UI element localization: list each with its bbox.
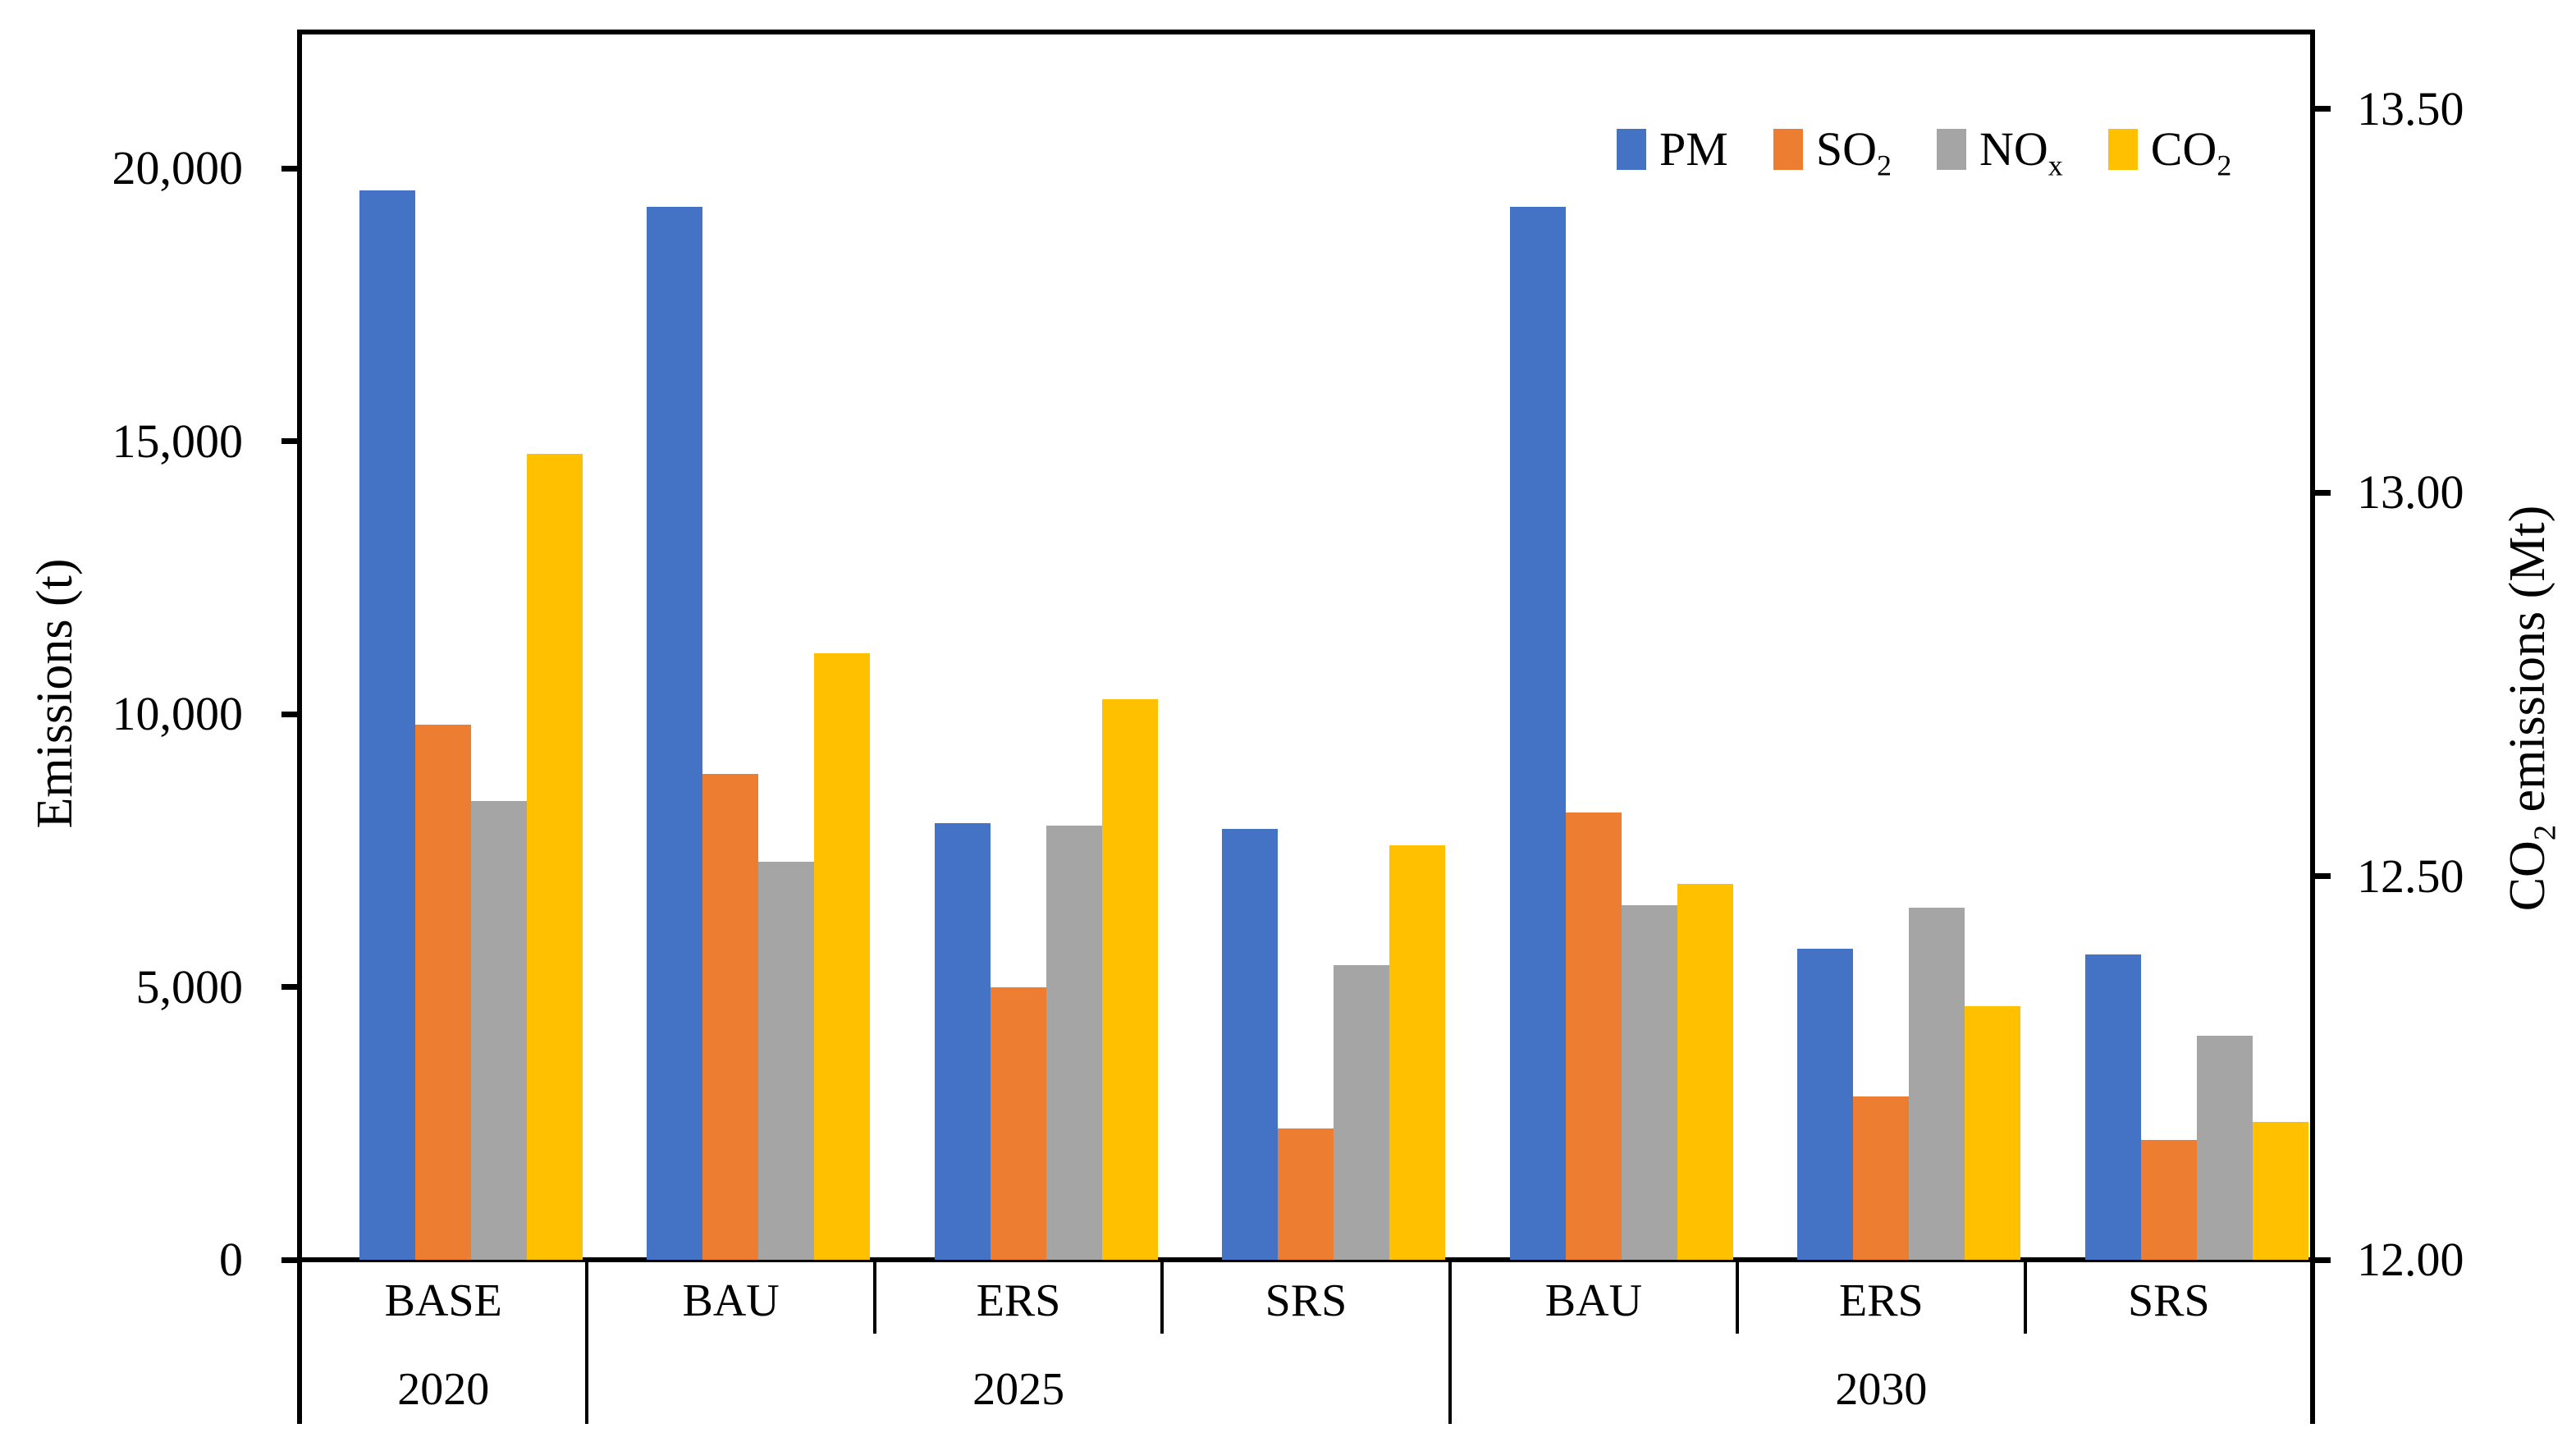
bar-CO2-ERS-2 [1101, 699, 1158, 1260]
left-axis-tick-label: 20,000 [112, 141, 244, 195]
left-axis-tick-label: 10,000 [112, 687, 244, 741]
right-axis-tick-mark [2313, 106, 2331, 112]
left-axis-tick-mark [281, 438, 300, 445]
scenario-label-bau-4: BAU [1544, 1275, 1643, 1326]
legend: PM SO2 NOx CO2 [1617, 122, 2232, 182]
right-axis-tick-label: 13.50 [2357, 81, 2464, 135]
bar-PM-BAU-4 [1509, 206, 1566, 1260]
legend-item-CO2: CO2 [2107, 122, 2232, 182]
legend-swatch-PM [1617, 129, 1646, 170]
plot-border-top [300, 30, 2313, 34]
bar-NOx-ERS-2 [1045, 826, 1102, 1260]
bar-SO2-SRS-3 [1278, 1128, 1334, 1260]
year-group-divider [585, 1260, 589, 1424]
right-axis-tick-label: 12.50 [2357, 849, 2464, 903]
bar-PM-ERS-5 [1797, 949, 1854, 1260]
bar-SO2-BAU-4 [1565, 812, 1622, 1260]
year-label-2030: 2030 [1835, 1364, 1928, 1415]
bar-CO2-BAU-1 [814, 653, 871, 1260]
bar-PM-SRS-6 [2084, 954, 2141, 1260]
legend-label-PM: PM [1659, 122, 1728, 176]
right-axis-title: CO2 emissions (Mt) [2500, 505, 2563, 912]
legend-label-subscript: x [2048, 149, 2063, 182]
bar-PM-ERS-2 [934, 823, 991, 1260]
x-axis-line [300, 1257, 2313, 1262]
right-axis-title-subscript: 2 [2528, 824, 2563, 841]
legend-label-CO2: CO2 [2150, 122, 2232, 182]
right-axis-tick-mark [2313, 873, 2331, 879]
year-group-divider [1448, 1260, 1452, 1424]
bar-NOx-BAU-4 [1621, 904, 1677, 1260]
left-axis-tick-label: 5,000 [135, 959, 244, 1014]
legend-label-NOx: NOx [1979, 122, 2063, 182]
bar-NOx-SRS-6 [2196, 1036, 2253, 1260]
right-axis-tick-mark [2313, 1256, 2331, 1263]
bar-CO2-SRS-3 [1389, 845, 1446, 1260]
legend-swatch-SO2 [1773, 129, 1803, 170]
bar-SO2-ERS-2 [990, 986, 1046, 1260]
bar-CO2-SRS-6 [2252, 1121, 2308, 1260]
scenario-divider [872, 1260, 876, 1334]
legend-item-SO2: SO2 [1773, 122, 1892, 182]
scenario-label-ers-2: ERS [976, 1275, 1061, 1326]
legend-item-NOx: NOx [1936, 122, 2063, 182]
bar-CO2-BASE-0 [527, 454, 583, 1260]
bar-NOx-ERS-5 [1909, 908, 1965, 1260]
left-axis-tick-label: 15,000 [112, 414, 244, 468]
right-axis-line [2310, 30, 2315, 1424]
scenario-label-base-0: BASE [384, 1275, 502, 1326]
bar-PM-BAU-1 [647, 206, 703, 1260]
bar-NOx-SRS-3 [1334, 964, 1390, 1260]
year-label-2020: 2020 [397, 1364, 490, 1415]
left-axis-tick-label: 0 [219, 1233, 243, 1286]
legend-label-subscript: 2 [2217, 149, 2232, 182]
scenario-divider [1160, 1260, 1164, 1334]
bar-PM-BASE-0 [359, 190, 415, 1260]
bar-SO2-BAU-1 [702, 774, 759, 1260]
legend-item-PM: PM [1617, 123, 1728, 176]
scenario-divider [2023, 1260, 2027, 1334]
scenario-label-srs-6: SRS [2127, 1275, 2210, 1326]
year-label-2025: 2025 [972, 1364, 1065, 1415]
scenario-label-ers-5: ERS [1839, 1275, 1924, 1326]
right-axis-tick-label: 12.00 [2357, 1233, 2464, 1286]
legend-swatch-NOx [1936, 129, 1966, 170]
bar-NOx-BAU-1 [758, 861, 815, 1260]
legend-label-subscript: 2 [1876, 149, 1892, 182]
bar-NOx-BASE-0 [471, 801, 527, 1260]
bar-CO2-ERS-5 [1965, 1006, 2021, 1260]
scenario-label-bau-1: BAU [682, 1275, 780, 1326]
legend-swatch-CO2 [2107, 129, 2138, 170]
right-axis-tick-mark [2313, 489, 2331, 496]
scenario-label-srs-3: SRS [1265, 1275, 1347, 1326]
scenario-divider [1736, 1260, 1740, 1334]
left-axis-tick-mark [281, 711, 300, 717]
left-axis-tick-mark [281, 1256, 300, 1263]
legend-label-SO2: SO2 [1815, 122, 1892, 182]
bar-SO2-BASE-0 [415, 725, 471, 1260]
right-axis-tick-label: 13.00 [2357, 465, 2464, 519]
left-axis-line [297, 30, 302, 1424]
bar-CO2-BAU-4 [1677, 883, 1733, 1260]
bar-PM-SRS-3 [1222, 828, 1279, 1260]
left-axis-title: Emissions (t) [27, 558, 83, 829]
bar-SO2-ERS-5 [1853, 1096, 1910, 1260]
left-axis-tick-mark [281, 984, 300, 991]
bar-SO2-SRS-6 [2140, 1139, 2197, 1260]
left-axis-tick-mark [281, 165, 300, 172]
